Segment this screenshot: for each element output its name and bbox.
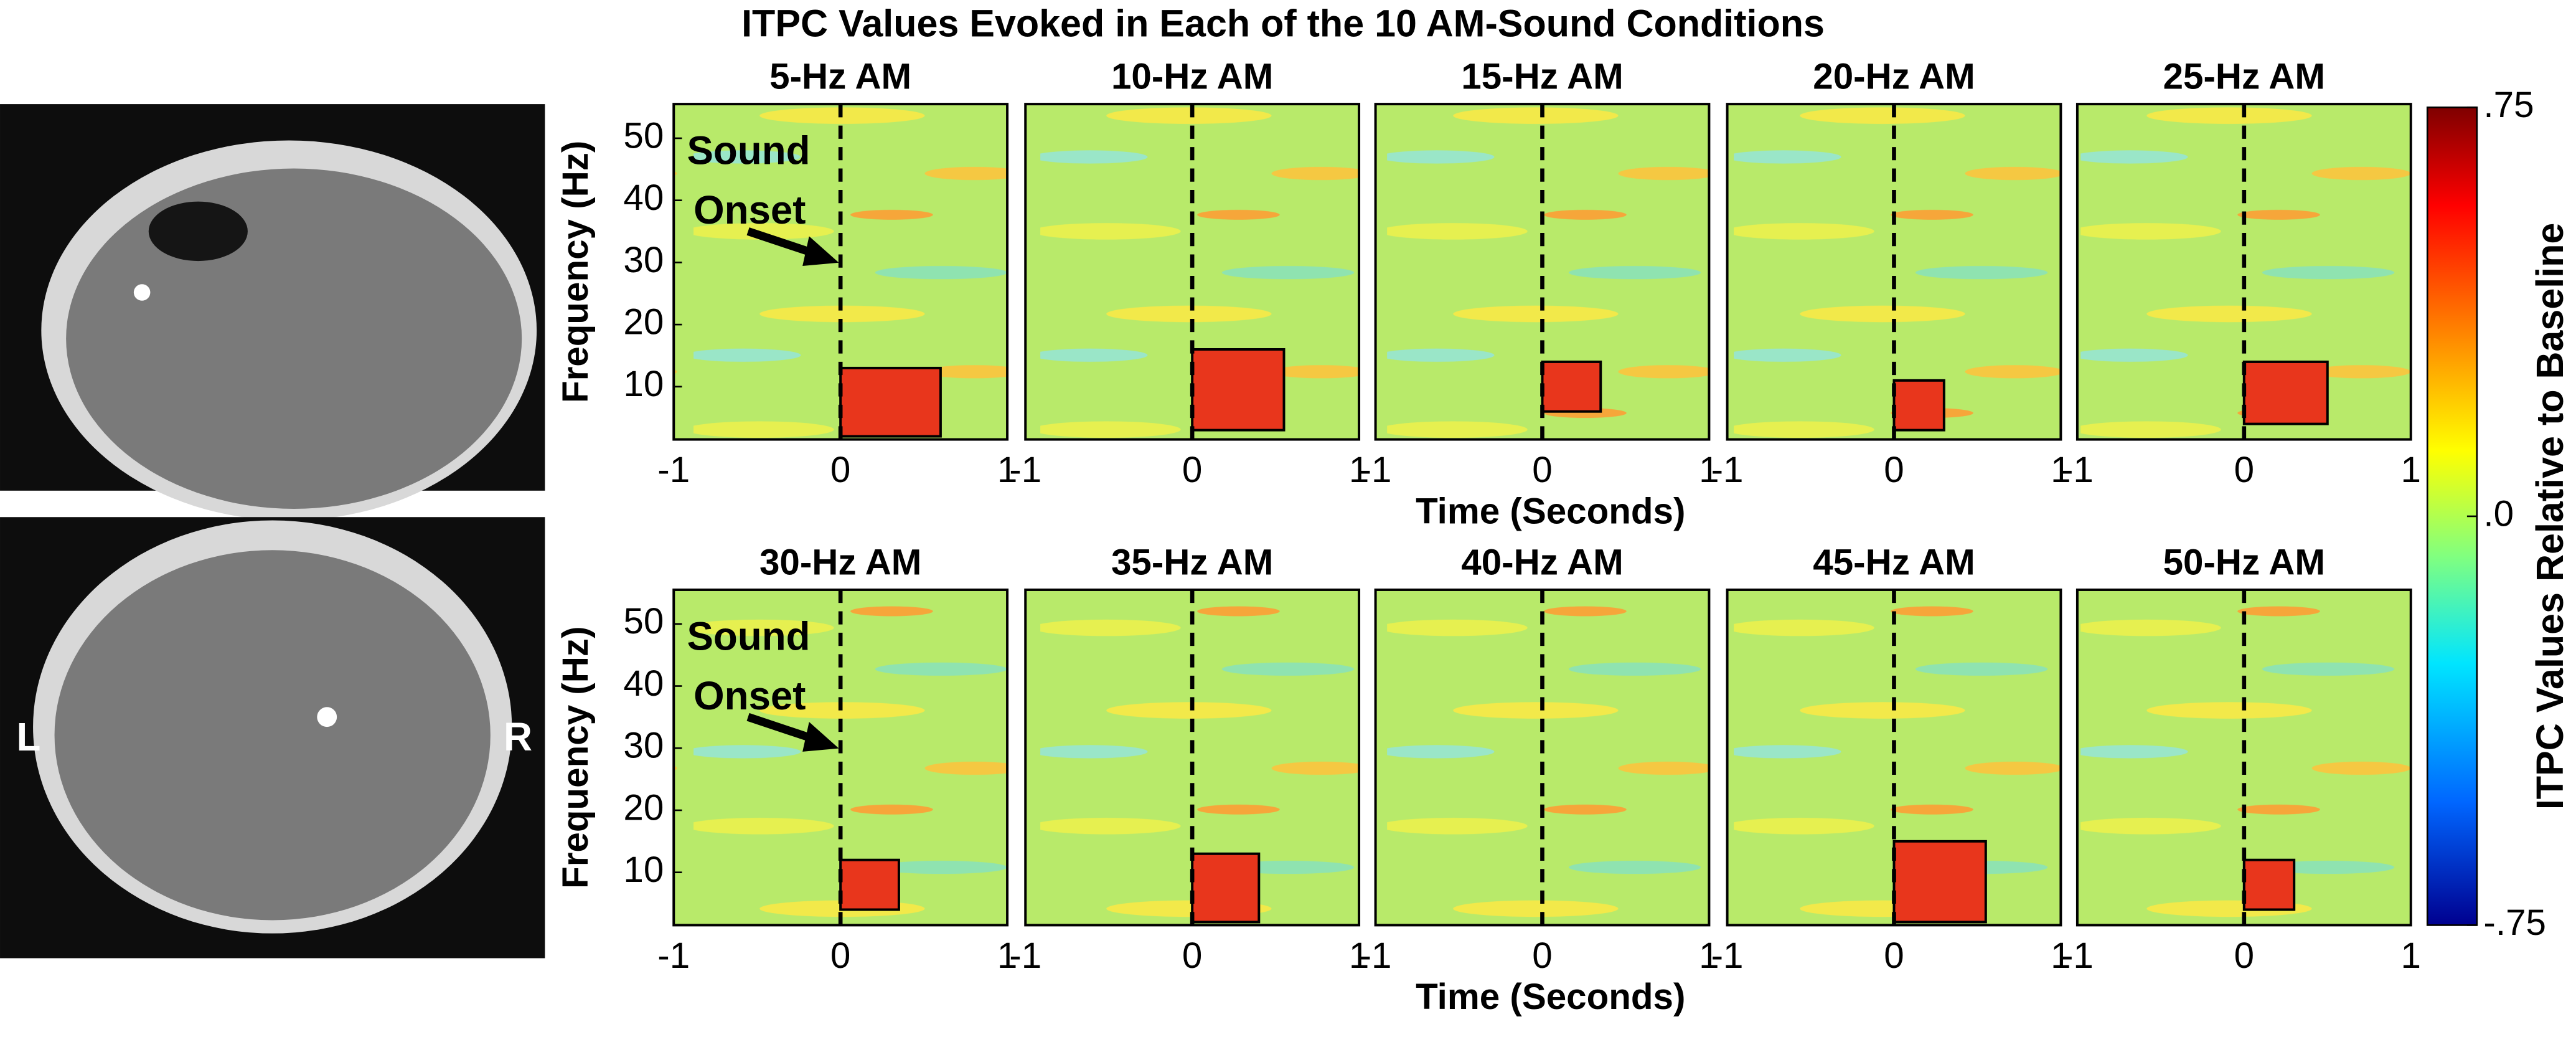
- significant-cluster: [839, 858, 900, 911]
- panel-title: 35-Hz AM: [1111, 542, 1273, 583]
- y-tick-label: 10: [623, 850, 664, 890]
- panel-title: 15-Hz AM: [1461, 57, 1623, 97]
- x-tick-label: 1: [1349, 450, 1369, 490]
- panel-title: 10-Hz AM: [1111, 57, 1273, 97]
- x-tick-label: 0: [1182, 935, 1202, 976]
- annotation-arrowhead: [802, 722, 839, 752]
- significant-cluster: [1191, 348, 1286, 432]
- x-tick-label: -1: [1711, 450, 1744, 490]
- x-tick-label: 1: [997, 450, 1017, 490]
- panel-title: 40-Hz AM: [1461, 542, 1623, 583]
- x-tick-label: 1: [1699, 450, 1719, 490]
- y-tick-label: 40: [623, 178, 664, 218]
- y-tick-label: 50: [623, 601, 664, 642]
- panel-title: 50-Hz AM: [2163, 542, 2325, 583]
- significant-cluster: [1191, 852, 1261, 924]
- y-tick-label: 20: [623, 787, 664, 828]
- annotation: Sound: [687, 128, 810, 173]
- x-tick-label: 0: [2234, 450, 2254, 490]
- annotation: Onset: [693, 674, 806, 718]
- significant-cluster: [2242, 360, 2329, 425]
- annotation: Sound: [687, 614, 810, 658]
- x-tick-label: 1: [2051, 450, 2071, 490]
- significant-cluster: [1892, 379, 1945, 432]
- y-tick-label: 20: [623, 302, 664, 343]
- x-tick-label: 1: [2051, 935, 2071, 976]
- brain-label: L: [17, 715, 41, 759]
- x-tick-label: -1: [1360, 935, 1392, 976]
- panel-title: 25-Hz AM: [2163, 57, 2325, 97]
- y-axis-label: Frequency (Hz): [555, 141, 596, 403]
- y-tick-label: 30: [623, 240, 664, 280]
- x-tick-label: 0: [2234, 935, 2254, 976]
- x-tick-label: 0: [1532, 450, 1552, 490]
- x-tick-label: 1: [2401, 450, 2421, 490]
- significant-cluster: [2242, 858, 2296, 911]
- colorbar-tick-label: .0: [2483, 493, 2514, 534]
- brain-images: L R: [0, 104, 545, 959]
- colorbar-tick-label: -.75: [2483, 902, 2546, 943]
- x-tick-label: 1: [997, 935, 1017, 976]
- x-tick-label: 1: [2401, 935, 2421, 976]
- x-tick-label: -1: [1009, 450, 1041, 490]
- x-tick-label: 0: [1884, 935, 1904, 976]
- significant-cluster: [1541, 360, 1602, 413]
- significant-cluster: [1892, 840, 1987, 924]
- y-tick-label: 40: [623, 663, 664, 704]
- y-axis-label: Frequency (Hz): [555, 626, 596, 888]
- y-tick-label: 50: [623, 115, 664, 156]
- x-tick-label: -1: [1360, 450, 1392, 490]
- x-tick-label: -1: [657, 935, 690, 976]
- panel-title: 30-Hz AM: [759, 542, 921, 583]
- colorbar-tick-label: .75: [2483, 85, 2534, 125]
- figure-title: ITPC Values Evoked in Each of the 10 AM-…: [741, 2, 1825, 45]
- panel-title: 20-Hz AM: [1813, 57, 1975, 97]
- brain-label: R: [504, 715, 532, 759]
- x-tick-label: -1: [2061, 935, 2094, 976]
- x-tick-label: -1: [1711, 935, 1744, 976]
- x-tick-label: 0: [1532, 935, 1552, 976]
- y-tick-label: 10: [623, 364, 664, 404]
- significant-cluster: [839, 366, 942, 438]
- x-tick-label: 0: [1182, 450, 1202, 490]
- x-axis-label: Time (Seconds): [1416, 491, 1685, 531]
- x-tick-label: 0: [830, 935, 850, 976]
- x-tick-label: -1: [1009, 935, 1041, 976]
- x-tick-label: 1: [1699, 935, 1719, 976]
- y-tick-label: 30: [623, 726, 664, 766]
- colorbar-label: ITPC Values Relative to Baseline: [2529, 223, 2571, 810]
- x-axis-label: Time (Seconds): [1416, 977, 1685, 1017]
- panel-title: 45-Hz AM: [1813, 542, 1975, 583]
- x-tick-label: 0: [830, 450, 850, 490]
- x-tick-label: -1: [2061, 450, 2094, 490]
- annotation-arrowhead: [802, 236, 839, 267]
- x-tick-label: 1: [1349, 935, 1369, 976]
- x-tick-label: 0: [1884, 450, 1904, 490]
- annotation: Onset: [693, 188, 806, 232]
- panel-title: 5-Hz AM: [769, 57, 911, 97]
- x-tick-label: -1: [657, 450, 690, 490]
